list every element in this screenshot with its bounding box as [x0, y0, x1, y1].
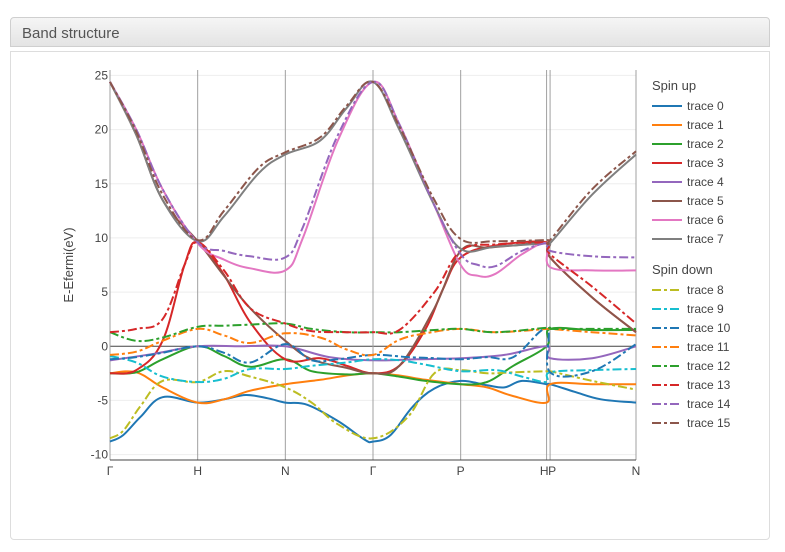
y-tick-label: 15 [95, 177, 109, 191]
legend-label: trace 10 [687, 321, 731, 335]
legend-label: trace 0 [687, 99, 724, 113]
y-tick-label: 0 [101, 339, 108, 353]
legend-label: trace 4 [687, 175, 724, 189]
legend-label: trace 13 [687, 378, 731, 392]
legend-item[interactable]: trace 4 [652, 175, 724, 189]
legend-item[interactable]: trace 0 [652, 99, 724, 113]
legend-label: trace 9 [687, 302, 724, 316]
y-tick-label: -5 [97, 393, 108, 407]
legend-group-title: Spin up [652, 78, 696, 93]
y-tick-label: -10 [91, 448, 109, 462]
y-tick-label: 20 [95, 123, 109, 137]
legend-item[interactable]: trace 1 [652, 118, 724, 132]
legend-label: trace 8 [687, 283, 724, 297]
x-tick-label: H [540, 464, 549, 478]
legend-label: trace 7 [687, 232, 724, 246]
y-tick-label: 10 [95, 231, 109, 245]
x-tick-label: P [548, 464, 556, 478]
legend-item[interactable]: trace 10 [652, 321, 731, 335]
series-line-9 [109, 355, 637, 384]
legend-item[interactable]: trace 5 [652, 194, 724, 208]
legend-label: trace 11 [687, 340, 730, 354]
series-line-14 [109, 80, 637, 269]
legend-item[interactable]: trace 6 [652, 213, 724, 227]
legend-item[interactable]: trace 15 [652, 416, 731, 430]
legend-item[interactable]: trace 12 [652, 359, 731, 373]
x-tick-label: H [193, 464, 202, 478]
legend-item[interactable]: trace 13 [652, 378, 731, 392]
legend-item[interactable]: trace 9 [652, 302, 724, 316]
x-tick-label: N [632, 464, 641, 478]
legend-label: trace 5 [687, 194, 724, 208]
legend-item[interactable]: trace 11 [652, 340, 730, 354]
series-layer [109, 80, 637, 444]
legend-label: trace 3 [687, 156, 724, 170]
legend-label: trace 1 [687, 118, 724, 132]
legend-group-title: Spin down [652, 262, 713, 277]
legend-item[interactable]: trace 3 [652, 156, 724, 170]
legend-label: trace 6 [687, 213, 724, 227]
legend-label: trace 14 [687, 397, 731, 411]
legend-label: trace 12 [687, 359, 731, 373]
legend-label: trace 15 [687, 416, 731, 430]
legend-item[interactable]: trace 7 [652, 232, 724, 246]
y-tick-label: 25 [95, 68, 109, 82]
x-tick-label: Γ [370, 464, 377, 478]
legend-label: trace 2 [687, 137, 724, 151]
x-tick-label: Γ [107, 464, 114, 478]
series-line-8 [109, 367, 637, 440]
x-tick-label: N [281, 464, 290, 478]
x-tick-label: P [457, 464, 465, 478]
legend-item[interactable]: trace 14 [652, 397, 731, 411]
legend-item[interactable]: trace 2 [652, 137, 724, 151]
legend[interactable]: Spin up trace 0 trace 1 trace 2 trace 3 trace… [652, 78, 731, 430]
legend-item[interactable]: trace 8 [652, 283, 724, 297]
y-tick-label: 5 [101, 285, 108, 299]
y-axis-label: E-Efermi(eV) [61, 227, 76, 302]
panel-header: Band structure [10, 17, 770, 47]
series-line-15 [109, 80, 637, 246]
panel-title: Band structure [22, 25, 120, 42]
